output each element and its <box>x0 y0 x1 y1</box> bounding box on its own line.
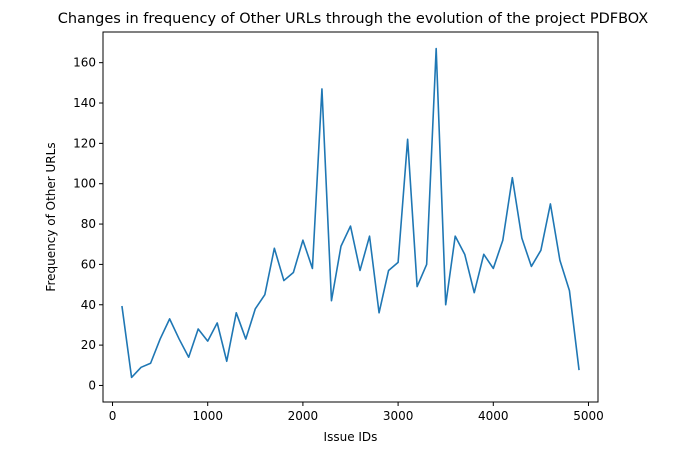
y-tick-label: 20 <box>81 338 96 352</box>
y-tick-label: 0 <box>88 378 96 392</box>
x-tick-label: 1000 <box>192 409 223 423</box>
x-tick-label: 5000 <box>573 409 604 423</box>
y-tick-label: 140 <box>73 96 96 110</box>
y-tick-label: 120 <box>73 136 96 150</box>
series-line <box>121 47 580 379</box>
y-tick-label: 160 <box>73 56 96 70</box>
x-tick-label: 4000 <box>478 409 509 423</box>
y-tick-label: 80 <box>81 217 96 231</box>
plot-area <box>121 47 580 379</box>
y-axis-label: Frequency of Other URLs <box>44 142 58 291</box>
x-axis-label: Issue IDs <box>324 430 378 444</box>
chart-title: Changes in frequency of Other URLs throu… <box>58 11 648 27</box>
y-tick-label: 100 <box>73 177 96 191</box>
x-tick-label: 3000 <box>383 409 414 423</box>
plot-frame <box>102 31 599 403</box>
y-tick-label: 60 <box>81 257 96 271</box>
x-tick-label: 2000 <box>288 409 319 423</box>
x-tick-label: 0 <box>109 409 117 423</box>
y-tick-label: 40 <box>81 298 96 312</box>
